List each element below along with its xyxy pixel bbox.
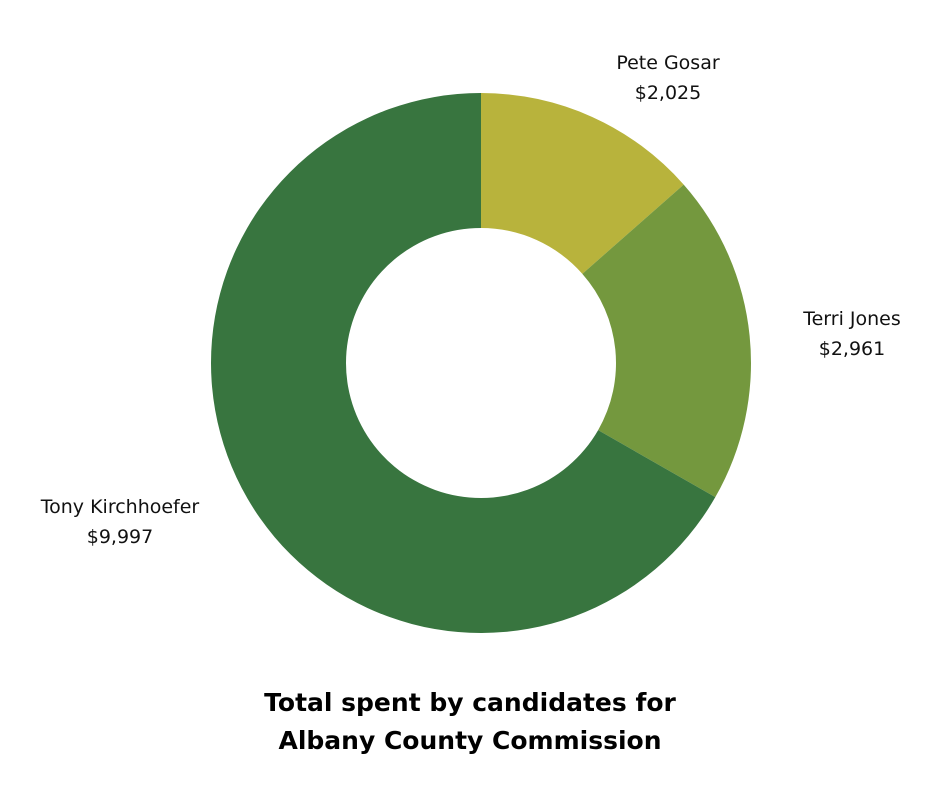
donut-slice-pete-gosar bbox=[481, 93, 684, 274]
slice-value-terri-jones: $2,961 bbox=[818, 338, 886, 360]
donut-slices bbox=[210, 93, 751, 634]
donut-slice-tony-kirchhoefer bbox=[210, 93, 716, 634]
slice-name-tony-kirchhoefer: Tony Kirchhoefer bbox=[40, 496, 200, 518]
slice-label-pete-gosar: Pete Gosar $2,025 bbox=[598, 48, 738, 108]
slice-name-pete-gosar: Pete Gosar bbox=[616, 52, 720, 74]
slice-label-tony-kirchhoefer: Tony Kirchhoefer $9,997 bbox=[20, 492, 220, 552]
chart-title: Total spent by candidates for Albany Cou… bbox=[170, 684, 770, 760]
slice-value-tony-kirchhoefer: $9,997 bbox=[86, 526, 154, 548]
slice-label-terri-jones: Terri Jones $2,961 bbox=[782, 304, 922, 364]
slice-name-terri-jones: Terri Jones bbox=[803, 308, 901, 330]
donut-slice-terri-jones bbox=[582, 184, 751, 498]
chart-title-line-1: Total spent by candidates for bbox=[264, 688, 676, 717]
chart-title-line-2: Albany County Commission bbox=[278, 726, 662, 755]
slice-value-pete-gosar: $2,025 bbox=[634, 82, 702, 104]
